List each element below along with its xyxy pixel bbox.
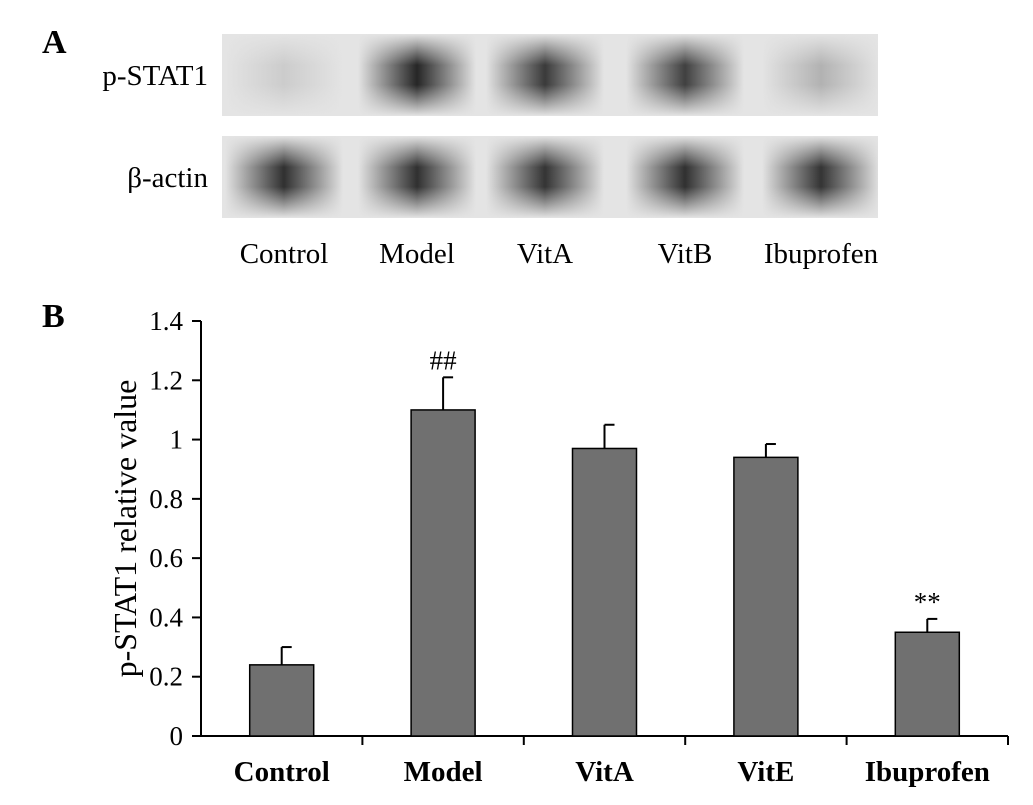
blot-row-label-actin: β-actin [127,162,208,194]
bar-ibuprofen [894,631,961,737]
y-tick-label: 0 [170,721,184,751]
x-tick-label-control: Control [234,756,330,788]
blot-strip-pstat1 [222,34,878,116]
lane-label-model: Model [379,238,455,270]
bar-model [410,409,476,737]
significance-label-model: ## [430,345,458,375]
blot-strip-actin [222,136,878,218]
y-tick-label: 0.2 [149,662,183,692]
lane-label-vitb: VitB [657,238,713,270]
bar-control [248,664,315,737]
lane-label-vita: VitA [516,238,574,270]
x-tick-label-vite: VitE [737,756,794,788]
y-tick-label: 1.4 [149,306,183,336]
lane-label-ibuprofen: Ibuprofen [763,238,879,270]
x-tick-label-vita: VitA [575,756,634,788]
blot-row-label-pstat1: p-STAT1 [102,60,208,92]
x-tick-label-model: Model [404,756,483,788]
bar-vita [571,447,638,737]
lane-label-control: Control [239,238,329,270]
significance-label-ibuprofen: ** [914,587,941,617]
x-tick-label-ibuprofen: Ibuprofen [865,756,990,788]
panel-label-a: A [42,24,67,61]
bar-vite [733,456,799,737]
panel-label-b: B [42,298,65,335]
y-tick-label: 0.6 [149,543,183,573]
y-tick-label: 1.2 [149,365,183,395]
y-tick-label: 0.8 [149,484,183,514]
y-tick-label: 1 [170,425,184,455]
y-axis-title: p-STAT1 relative value [107,380,143,678]
y-tick-label: 0.4 [149,602,183,632]
